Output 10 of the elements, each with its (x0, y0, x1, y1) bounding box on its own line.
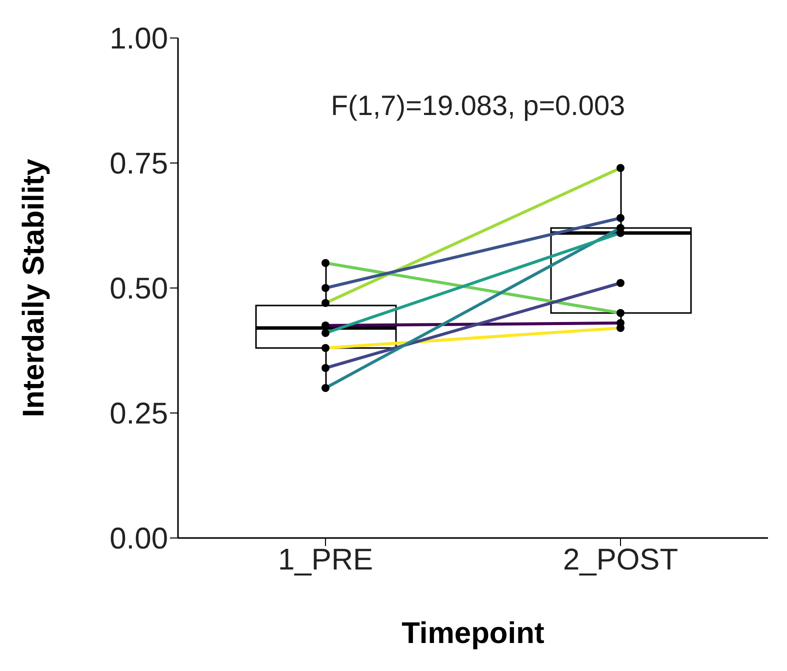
y-tick-label: 0.25 (110, 398, 168, 431)
y-tick-label: 1.00 (110, 22, 168, 56)
y-axis-title: Interdaily Stability (18, 158, 51, 418)
x-axis-title: Timepoint (402, 617, 544, 650)
annotation: F(1,7)=19.083, p=0.003 (330, 90, 626, 122)
x-tick-label: 2_POST (562, 543, 678, 576)
x-tick-label: 1_PRE (278, 543, 374, 576)
y-tick-label: 0.00 (110, 522, 168, 556)
y-tick-label: 0.50 (110, 272, 168, 306)
y-tick-label: 0.75 (110, 148, 168, 181)
